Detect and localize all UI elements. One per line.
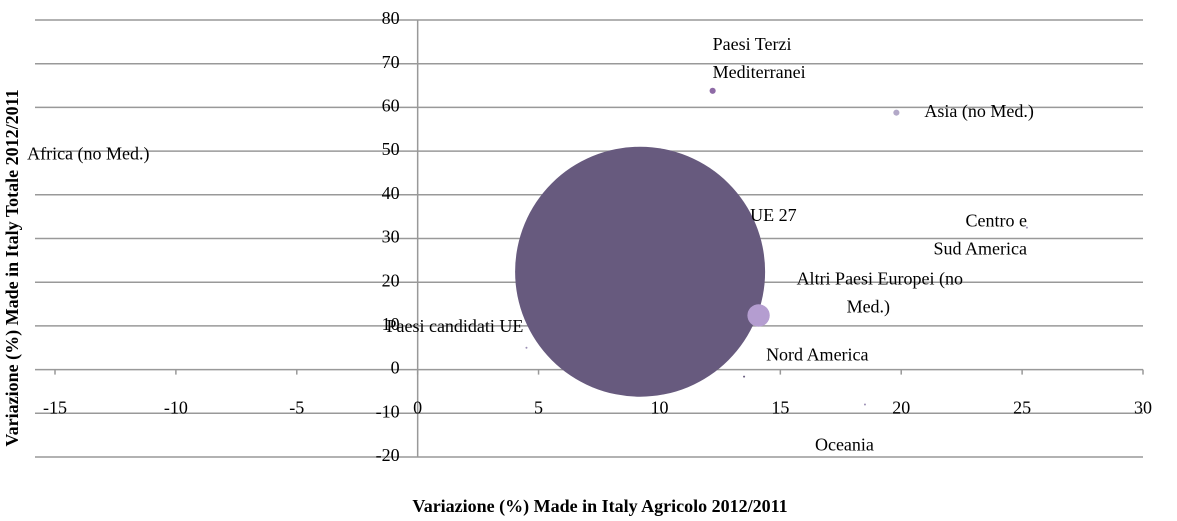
data-label: Centro e Sud America — [933, 211, 1026, 259]
x-tick-label: 10 — [650, 398, 668, 418]
x-tick-label: -15 — [43, 398, 67, 418]
data-label: Paesi candidati UE — [386, 316, 523, 336]
x-tick-label: 20 — [892, 398, 910, 418]
data-label: Africa (no Med.) — [27, 144, 149, 165]
x-tick-label: 25 — [1013, 398, 1031, 418]
x-tick-label: 0 — [413, 398, 422, 418]
bubble — [525, 346, 528, 349]
y-tick-label: 60 — [382, 96, 400, 116]
bubble — [863, 403, 866, 406]
bubble — [709, 87, 716, 94]
x-tick-label: -10 — [164, 398, 188, 418]
y-tick-label: -10 — [376, 401, 400, 421]
y-tick-label: 0 — [391, 358, 400, 378]
data-label: UE 27 — [750, 205, 797, 225]
x-tick-label: 15 — [771, 398, 789, 418]
y-axis-title: Variazione (%) Made in Italy Totale 2012… — [2, 89, 23, 446]
x-axis-title: Variazione (%) Made in Italy Agricolo 20… — [412, 496, 787, 517]
data-label: Altri Paesi Europei (no Med.) — [797, 269, 963, 318]
bubble — [66, 154, 69, 157]
x-tick-label: 5 — [534, 398, 543, 418]
bubble — [743, 375, 746, 378]
y-tick-label: 10 — [382, 314, 400, 334]
y-tick-label: 80 — [382, 8, 400, 28]
y-tick-label: 70 — [382, 52, 400, 72]
data-label: Nord America — [766, 345, 868, 365]
data-label: Paesi Terzi Mediterranei — [713, 34, 806, 82]
bubble — [747, 304, 770, 327]
data-label: Asia (no Med.) — [924, 101, 1033, 122]
x-tick-label: 30 — [1134, 398, 1152, 418]
y-tick-label: 40 — [382, 183, 400, 203]
bubble — [1025, 226, 1028, 229]
y-tick-label: 20 — [382, 270, 400, 290]
y-tick-label: 50 — [382, 139, 400, 159]
y-tick-label: -20 — [376, 445, 400, 465]
y-tick-label: 30 — [382, 227, 400, 247]
bubble — [515, 146, 766, 397]
x-tick-label: -5 — [289, 398, 304, 418]
bubble — [893, 109, 900, 116]
data-label: Oceania — [815, 435, 874, 455]
